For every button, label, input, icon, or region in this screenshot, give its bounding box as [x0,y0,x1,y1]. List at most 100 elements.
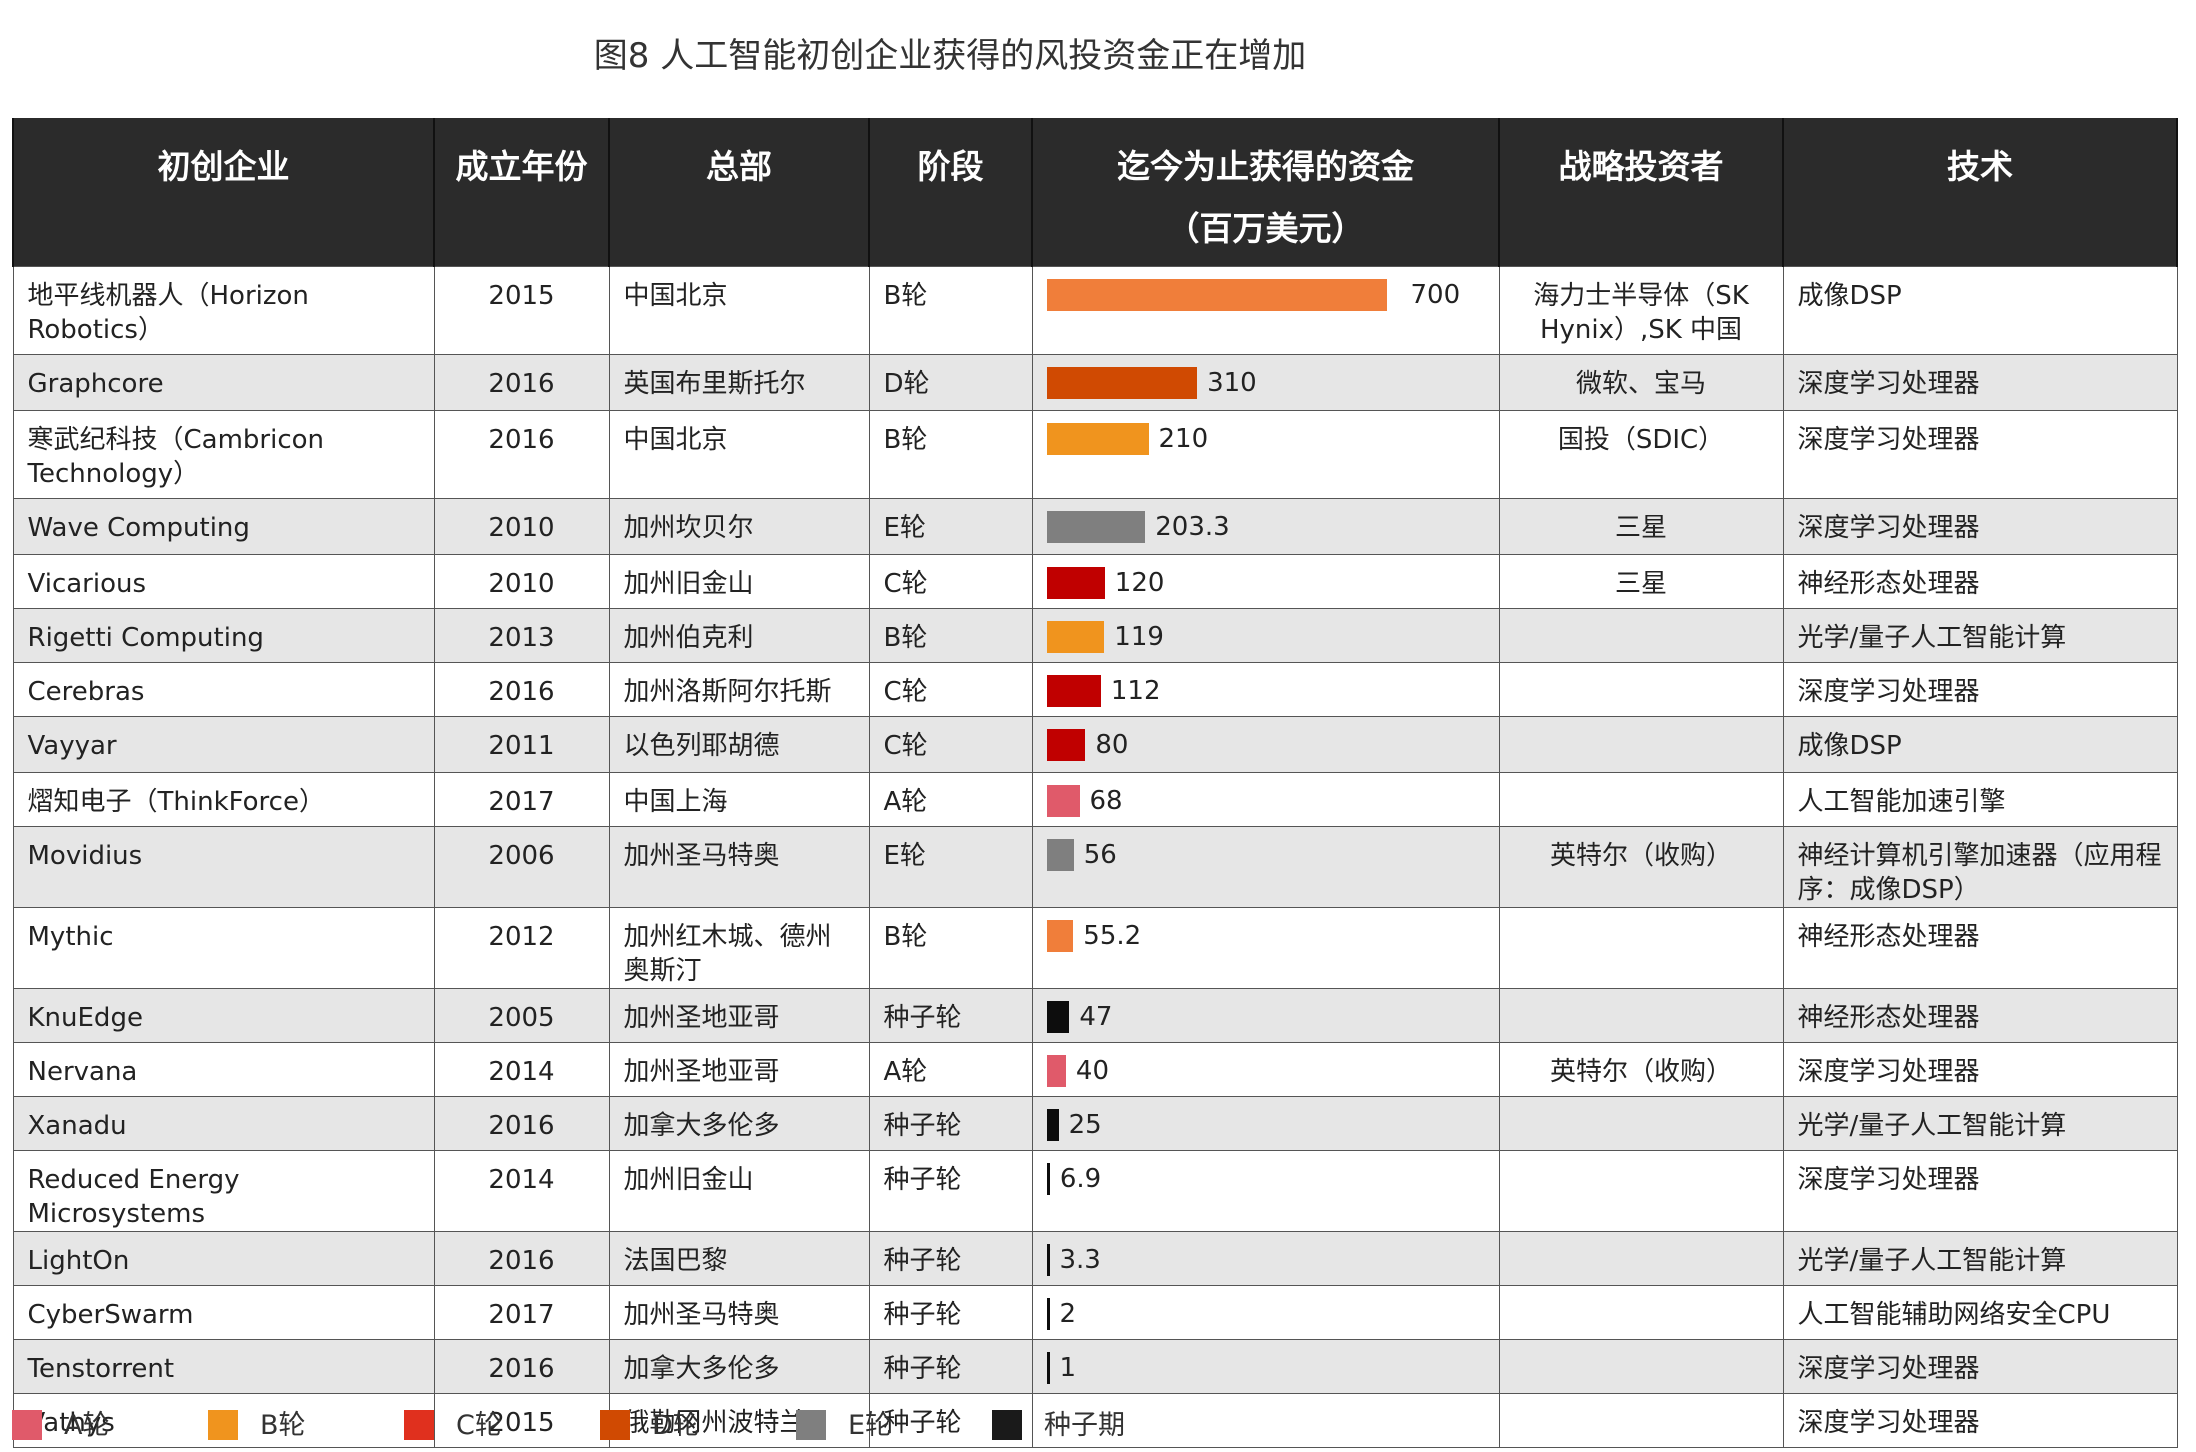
cell-stage: E轮 [868,498,1033,555]
cell-hq: 加州坎贝尔 [608,498,870,555]
cell-year: 2014 [433,1042,610,1097]
header-row: 初创企业 成立年份 总部 阶段 迄今为止获得的资金 （百万美元） 战略投资者 技… [12,118,2178,267]
cell-funding: 210 [1031,410,1500,499]
cell-stage: 种子轮 [868,1285,1033,1340]
cell-stage: 种子轮 [868,1096,1033,1151]
cell-investor [1498,1150,1784,1232]
cell-funding: 310 [1031,354,1500,411]
funding-value: 700 [1410,280,1461,310]
cell-investor [1498,1285,1784,1340]
funding-bar [1046,1244,1050,1276]
cell-company: Vayyar [12,716,435,773]
cell-hq: 以色列耶胡德 [608,716,870,773]
funding-bar [1046,839,1074,871]
cell-stage: B轮 [868,410,1033,499]
cell-tech: 深度学习处理器 [1782,410,2178,499]
cell-stage: 种子轮 [868,1150,1033,1232]
cell-year: 2016 [433,662,610,717]
funding-bar [1046,567,1105,599]
cell-funding: 120 [1031,554,1500,609]
cell-tech: 人工智能加速引擎 [1782,772,2178,827]
cell-company: Wave Computing [12,498,435,555]
funding-value: 47 [1079,1002,1113,1032]
cell-tech: 神经形态处理器 [1782,907,2178,989]
legend-swatch [992,1410,1022,1440]
cell-investor: 微软、宝马 [1498,354,1784,411]
cell-investor [1498,988,1784,1043]
legend-label: E轮 [848,1410,893,1441]
funding-value: 6.9 [1059,1164,1102,1194]
cell-investor [1498,1096,1784,1151]
funding-value: 120 [1114,568,1165,598]
funding-bar [1046,1001,1070,1033]
header-hq: 总部 [608,118,870,267]
funding-value: 25 [1068,1110,1102,1140]
table-row: 地平线机器人（Horizon Robotics） 2015 中国北京 B轮 700 海力士… [12,266,2178,355]
table-row: Vicarious 2010 加州旧金山 C轮 120 三星 神经形态处理器 [12,554,2178,609]
funding-bar [1046,423,1149,455]
cell-tech: 成像DSP [1782,266,2178,355]
cell-stage: 种子轮 [868,1339,1033,1394]
legend-label: B轮 [260,1410,306,1441]
funding-bar [1046,621,1105,653]
cell-stage: 种子轮 [868,1231,1033,1286]
cell-investor [1498,772,1784,827]
cell-tech: 深度学习处理器 [1782,354,2178,411]
cell-company: Nervana [12,1042,435,1097]
cell-year: 2011 [433,716,610,773]
funding-value: 203.3 [1155,512,1230,542]
legend-label: D轮 [652,1410,700,1441]
cell-hq: 加州圣地亚哥 [608,988,870,1043]
cell-investor: 国投（SDIC） [1498,410,1784,499]
cell-hq: 法国巴黎 [608,1231,870,1286]
cell-company: Reduced Energy Microsystems [12,1150,435,1232]
cell-company: Xanadu [12,1096,435,1151]
table-row: Movidius 2006 加州圣马特奥 E轮 56 英特尔（收购） 神经计算机引擎加速器（… [12,826,2178,908]
cell-company: Rigetti Computing [12,608,435,663]
cell-funding: 80 [1031,716,1500,773]
funding-bar [1046,1298,1050,1330]
cell-funding: 203.3 [1031,498,1500,555]
cell-funding: 3.3 [1031,1231,1500,1286]
cell-funding: 68 [1031,772,1500,827]
table-row: Tenstorrent 2016 加拿大多伦多 种子轮 1 深度学习处理器 [12,1339,2178,1394]
cell-investor [1498,1393,1784,1448]
cell-year: 2015 [433,1393,610,1448]
funding-bar [1046,785,1080,817]
cell-stage: B轮 [868,608,1033,663]
cell-stage: B轮 [868,907,1033,989]
legend-swatch [12,1410,42,1440]
cell-hq: 加州圣马特奥 [608,826,870,908]
cell-company: Mythic [12,907,435,989]
table-row: CyberSwarm 2017 加州圣马特奥 种子轮 2 人工智能辅助网络安全CPU [12,1285,2178,1340]
cell-hq: 加州红木城、德州奥斯汀 [608,907,870,989]
cell-funding: 1 [1031,1339,1500,1394]
cell-year: 2017 [433,1285,610,1340]
cell-funding: 55.2 [1031,907,1500,989]
cell-year: 2017 [433,772,610,827]
header-company: 初创企业 [12,118,435,267]
cell-company: Tenstorrent [12,1339,435,1394]
cell-hq: 中国上海 [608,772,870,827]
cell-investor [1498,1339,1784,1394]
cell-company: CyberSwarm [12,1285,435,1340]
cell-tech: 神经形态处理器 [1782,988,2178,1043]
cell-funding: 700 [1031,266,1500,355]
table-row: Cerebras 2016 加州洛斯阿尔托斯 C轮 112 深度学习处理器 [12,662,2178,717]
funding-value: 56 [1083,840,1117,870]
cell-hq: 加州洛斯阿尔托斯 [608,662,870,717]
cell-year: 2006 [433,826,610,908]
cell-investor: 英特尔（收购） [1498,1042,1784,1097]
cell-company: Vicarious [12,554,435,609]
cell-hq: 俄勒冈州波特兰 [608,1393,870,1448]
cell-investor [1498,608,1784,663]
cell-stage: B轮 [868,266,1033,355]
cell-funding: 6.9 [1031,1150,1500,1232]
cell-funding: 119 [1031,608,1500,663]
cell-hq: 加州伯克利 [608,608,870,663]
legend-label: 种子期 [1044,1410,1125,1441]
header-tech: 技术 [1782,118,2178,267]
cell-stage: A轮 [868,1042,1033,1097]
header-investor: 战略投资者 [1498,118,1784,267]
cell-year: 2016 [433,354,610,411]
